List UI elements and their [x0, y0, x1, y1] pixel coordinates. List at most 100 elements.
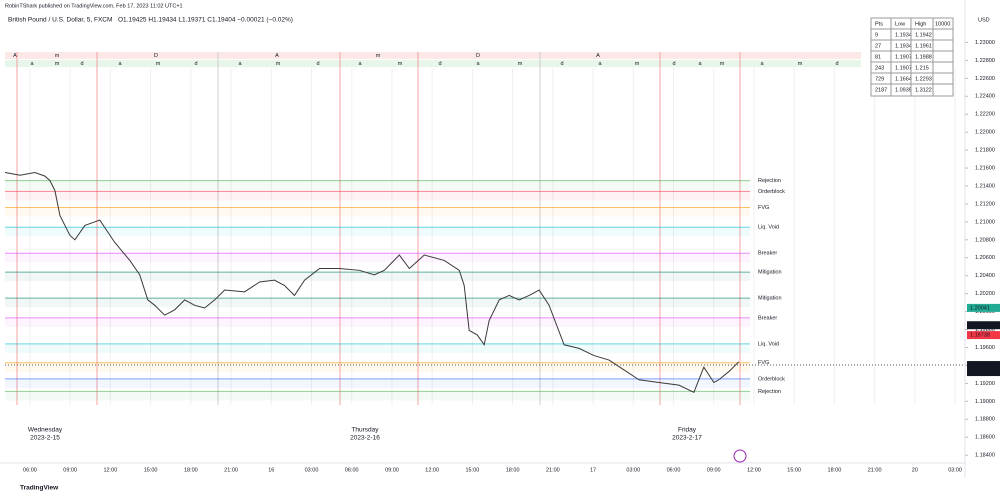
- session-label: D: [154, 53, 158, 59]
- level-band: [5, 253, 750, 263]
- y-tick-label: 1.21600: [975, 165, 995, 171]
- price-badge: [967, 361, 1000, 377]
- price-badge-label: 1.19848: [970, 323, 990, 329]
- session-label: m: [798, 61, 803, 67]
- table-cell: 1.1988: [915, 54, 932, 60]
- session-label: m: [398, 61, 403, 67]
- session-label: a: [358, 61, 362, 67]
- y-tick-label: 1.23000: [975, 40, 995, 46]
- session-band: [5, 52, 861, 59]
- session-label: d: [316, 61, 319, 67]
- session-label: m: [156, 61, 161, 67]
- session-label: a: [598, 61, 602, 67]
- price-badge: [967, 303, 1000, 312]
- y-tick-label: 1.18400: [975, 453, 995, 459]
- level-band: [5, 343, 750, 353]
- session-label: d: [194, 61, 197, 67]
- table-cell: 9: [875, 32, 878, 38]
- table-cell: 1.1934: [895, 32, 912, 38]
- level-label: Breaker: [758, 315, 777, 321]
- level-label: FVG: [758, 205, 769, 211]
- x-tick-label: 18:00: [506, 467, 520, 473]
- session-band: [5, 60, 861, 67]
- level-band: [5, 191, 750, 201]
- x-tick-label: 06:00: [345, 467, 359, 473]
- x-tick-label: 16: [268, 467, 274, 473]
- table-cell: 81: [875, 54, 881, 60]
- day-date: 2023-2-15: [30, 435, 60, 442]
- price-badge: [967, 321, 1000, 330]
- price-badge-label: 1.19404: [970, 363, 990, 369]
- x-tick-label: 15:00: [787, 467, 801, 473]
- table-cell: 729: [875, 76, 884, 82]
- level-label: Rejection: [758, 178, 781, 184]
- level-band: [5, 272, 750, 282]
- table-cell: 1.215: [915, 65, 929, 71]
- table-bg: [870, 17, 954, 97]
- session-label: A: [13, 53, 17, 59]
- level-label: Liq. Void: [758, 225, 779, 231]
- day-name: Wednesday: [28, 427, 63, 434]
- day-date: 2023-2-16: [350, 435, 380, 442]
- y-tick-label: 1.20400: [975, 273, 995, 279]
- session-label: m: [276, 61, 281, 67]
- session-label: m: [518, 61, 523, 67]
- price-badge-sub: 02:34: [970, 370, 984, 376]
- y-tick-label: 1.21000: [975, 219, 995, 225]
- table-cell: 1.1942: [915, 32, 932, 38]
- session-label: A: [275, 53, 279, 59]
- table-cell: 1.1934: [895, 43, 912, 49]
- x-tick-label: 21:00: [224, 467, 238, 473]
- session-label: d: [438, 61, 441, 67]
- table-cell: 243: [875, 65, 884, 71]
- level-band: [5, 317, 750, 327]
- y-tick-label: 1.22600: [975, 76, 995, 82]
- table-header: High: [915, 21, 926, 27]
- header: RobinTShark published on TradingView.com…: [5, 3, 183, 9]
- session-label: a: [760, 61, 764, 67]
- level-band: [5, 362, 750, 372]
- y-tick-label: 1.22000: [975, 130, 995, 136]
- x-tick-label: 15:00: [466, 467, 480, 473]
- level-label: Breaker: [758, 251, 777, 257]
- event-icon[interactable]: [733, 449, 747, 463]
- level-band: [5, 227, 750, 237]
- price-badge-label: 1.19738: [970, 333, 990, 339]
- y-tick-label: 1.19200: [975, 381, 995, 387]
- y-tick-label: 1.20600: [975, 255, 995, 261]
- session-label: m: [635, 61, 640, 67]
- x-tick-label: 09:00: [707, 467, 721, 473]
- session-label: d: [80, 61, 83, 67]
- currency: USD: [978, 17, 990, 23]
- level-band: [5, 180, 750, 190]
- table-cell: 27: [875, 43, 881, 49]
- table-header: Low: [895, 21, 905, 27]
- y-tick-label: 1.19600: [975, 345, 995, 351]
- day-date: 2023-2-17: [672, 435, 702, 442]
- ohlc: O1.19425 H1.19434 L1.19371 C1.19404 −0.0…: [118, 17, 293, 24]
- table-cell: 1.1907: [895, 54, 912, 60]
- footer-logo: TradingView: [20, 485, 59, 492]
- table-cell: 1.1961: [915, 43, 932, 49]
- y-tick-label: 1.18600: [975, 435, 995, 441]
- x-tick-label: 09:00: [63, 467, 77, 473]
- x-tick-label: 03:00: [948, 467, 962, 473]
- table-cell: 2187: [875, 87, 887, 93]
- x-tick-label: 17: [590, 467, 596, 473]
- level-label: Orderblock: [758, 189, 785, 195]
- y-tick-label: 1.22800: [975, 58, 995, 64]
- level-label: FVG: [758, 360, 769, 366]
- y-tick-label: 1.19800: [975, 327, 995, 333]
- x-tick-label: 18:00: [184, 467, 198, 473]
- level-label: Orderblock: [758, 376, 785, 382]
- level-band: [5, 207, 750, 217]
- day-name: Friday: [678, 427, 697, 434]
- y-tick-label: 1.20000: [975, 309, 995, 315]
- level-label: Rejection: [758, 389, 781, 395]
- session-label: a: [238, 61, 242, 67]
- table-cell: 1.1907: [895, 65, 912, 71]
- session-label: A: [596, 53, 600, 59]
- y-tick-label: 1.21400: [975, 183, 995, 189]
